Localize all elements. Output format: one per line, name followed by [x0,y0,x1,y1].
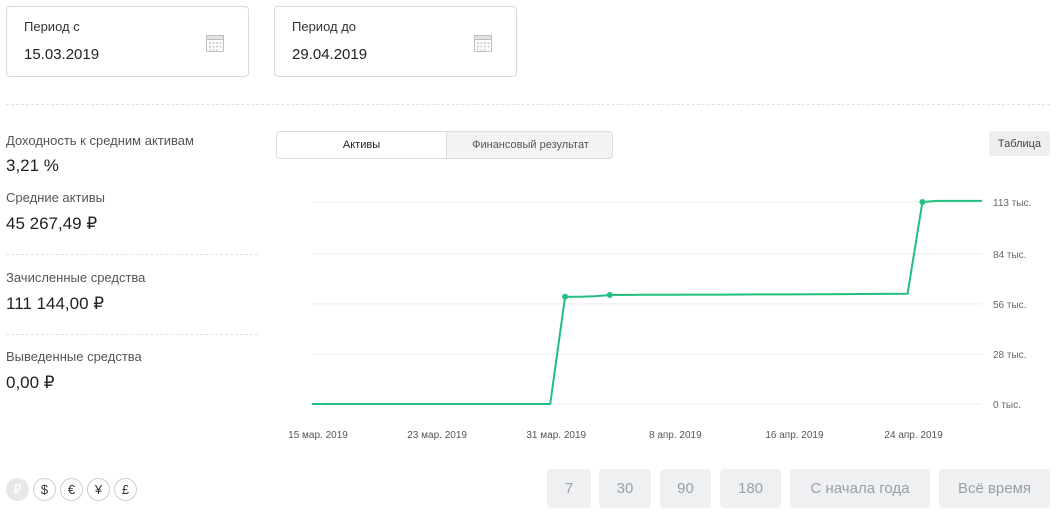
period-90-button[interactable]: 90 [660,469,711,508]
metric-avg-assets-label: Средние активы [6,190,105,205]
metric-deposited-value: 111 144,00 ₽ [6,294,105,313]
y-tick-label: 28 тыс. [993,350,1026,361]
metric-divider [6,254,258,255]
period-from-value[interactable]: 15.03.2019 [24,46,100,63]
currency-eur-button[interactable]: € [60,478,83,501]
currency-gbp-button[interactable]: £ [114,478,137,501]
metric-avg-assets-value: 45 267,49 ₽ [6,214,98,233]
chart-tabs: Активы Финансовый результат [276,131,613,159]
y-tick-label: 84 тыс. [993,250,1026,261]
metric-divider [6,334,258,335]
y-tick-label: 0 тыс. [993,400,1021,411]
assets-chart: 0 тыс. 28 тыс. 56 тыс. 84 тыс. 113 тыс. 15 ма… [270,180,1062,445]
calendar-icon[interactable] [205,33,225,53]
x-tick-label: 15 мар. 2019 [288,430,348,441]
period-7-button[interactable]: 7 [547,469,591,508]
x-tick-label: 24 апр. 2019 [884,430,943,441]
period-from-field[interactable]: Период с 15.03.2019 [6,6,249,77]
period-to-label: Период до [292,19,357,34]
currency-switcher: ₽ $ € ¥ £ [6,478,137,501]
data-point [919,199,926,205]
period-30-button[interactable]: 30 [599,469,651,508]
period-180-button[interactable]: 180 [720,469,781,508]
tab-assets[interactable]: Активы [277,132,446,158]
calendar-icon[interactable] [473,33,493,53]
x-tick-label: 23 мар. 2019 [407,430,467,441]
period-to-value[interactable]: 29.04.2019 [292,46,368,63]
currency-rub-button[interactable]: ₽ [6,478,29,501]
series-line [312,199,982,405]
assets-chart-svg: 0 тыс. 28 тыс. 56 тыс. 84 тыс. 113 тыс. 15 ма… [288,198,1031,441]
y-tick-label: 113 тыс. [993,198,1031,209]
currency-usd-button[interactable]: $ [33,478,56,501]
metric-deposited-label: Зачисленные средства [6,270,146,285]
top-divider [6,104,1050,105]
period-from-label: Период с [24,19,80,34]
period-ytd-button[interactable]: С начала года [790,469,930,508]
x-tick-label: 8 апр. 2019 [649,430,702,441]
data-point [606,291,613,298]
y-tick-label: 56 тыс. [993,300,1026,311]
tab-financial-result[interactable]: Финансовый результат [446,132,612,158]
period-to-field[interactable]: Период до 29.04.2019 [274,6,517,77]
metric-return-label: Доходность к средним активам [6,133,194,148]
metric-withdrawn-value: 0,00 ₽ [6,373,55,392]
period-all-button[interactable]: Всё время [939,469,1050,508]
x-tick-label: 31 мар. 2019 [526,430,586,441]
metric-return-value: 3,21 % [6,156,59,175]
currency-cny-button[interactable]: ¥ [87,478,110,501]
data-point [562,293,569,300]
x-tick-label: 16 апр. 2019 [765,430,824,441]
table-button[interactable]: Таблица [989,131,1050,156]
metric-withdrawn-label: Выведенные средства [6,349,142,364]
